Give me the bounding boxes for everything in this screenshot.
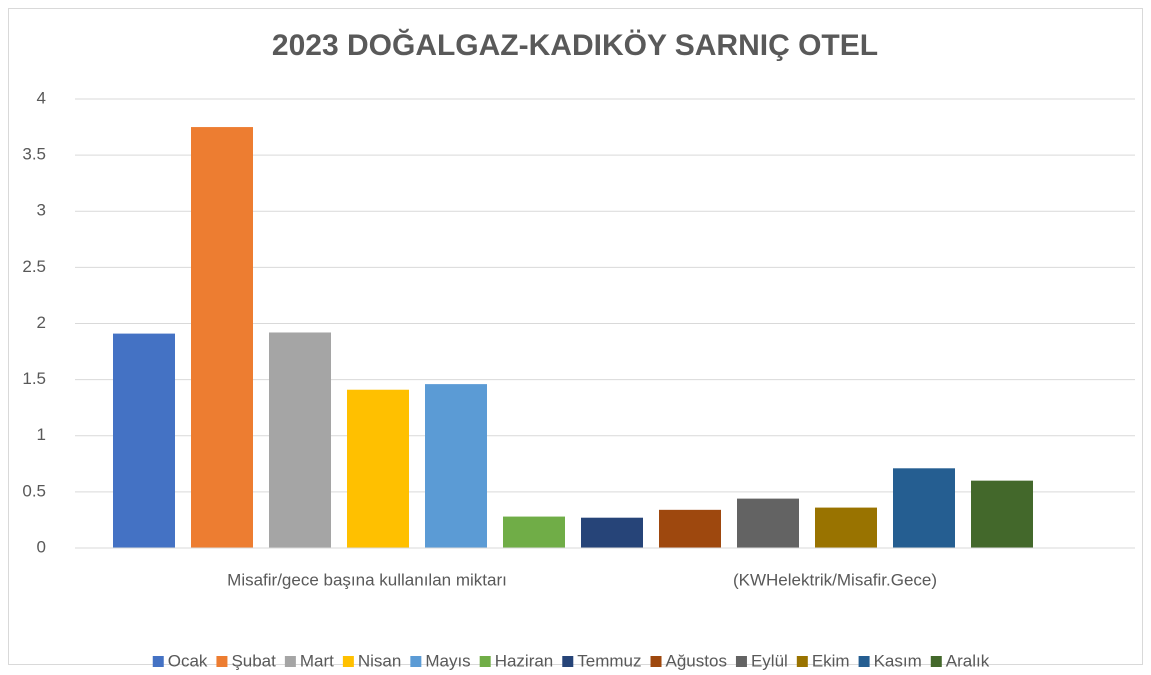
bar <box>425 384 487 548</box>
legend-label: Ekim <box>812 651 850 670</box>
y-tick-label: 2 <box>37 313 46 332</box>
legend-swatch <box>152 656 164 667</box>
y-tick-label: 1 <box>37 425 46 444</box>
legend-label: Aralık <box>946 651 990 670</box>
legend-label: Temmuz <box>577 651 641 670</box>
bar <box>971 480 1033 548</box>
legend-swatch <box>796 656 808 667</box>
legend-label: Ağustos <box>666 651 727 670</box>
bar <box>893 468 955 548</box>
bar <box>503 516 565 548</box>
y-tick-label: 0 <box>37 537 46 556</box>
y-tick-label: 0.5 <box>22 481 46 500</box>
legend-label: Mart <box>300 651 334 670</box>
legend-label: Kasım <box>874 651 922 670</box>
legend-swatch <box>858 656 870 667</box>
legend-label: Şubat <box>231 651 276 670</box>
y-tick-label: 2.5 <box>22 257 46 276</box>
legend-label: Mayıs <box>425 651 470 670</box>
bar <box>659 509 721 548</box>
bar <box>815 507 877 548</box>
x-tick-label: Misafir/gece başına kullanılan miktarı <box>227 570 507 589</box>
bar <box>113 333 175 548</box>
bar <box>581 517 643 548</box>
bar <box>347 389 409 548</box>
y-tick-label: 4 <box>37 88 46 107</box>
legend-label: Eylül <box>751 651 788 670</box>
bar <box>191 127 253 548</box>
y-tick-label: 3 <box>37 201 46 220</box>
y-tick-label: 1.5 <box>22 369 46 388</box>
legend-label: Ocak <box>168 651 208 670</box>
legend-swatch <box>562 656 574 667</box>
legend-swatch <box>930 656 942 667</box>
legend-swatch <box>216 656 228 667</box>
legend-swatch <box>650 656 662 667</box>
chart-title: 2023 DOĞALGAZ-KADIKÖY SARNIÇ OTEL <box>272 28 878 62</box>
legend-swatch <box>479 656 491 667</box>
legend-swatch <box>284 656 296 667</box>
legend-label: Haziran <box>495 651 554 670</box>
bar <box>269 332 331 548</box>
legend-label: Nisan <box>358 651 401 670</box>
legend-swatch <box>735 656 747 667</box>
x-tick-label: (KWHelektrik/Misafir.Gece) <box>733 570 937 589</box>
y-tick-label: 3.5 <box>22 145 46 164</box>
bar <box>737 498 799 548</box>
legend-swatch <box>342 656 354 667</box>
legend-swatch <box>410 656 422 667</box>
chart-frame <box>8 8 1143 665</box>
